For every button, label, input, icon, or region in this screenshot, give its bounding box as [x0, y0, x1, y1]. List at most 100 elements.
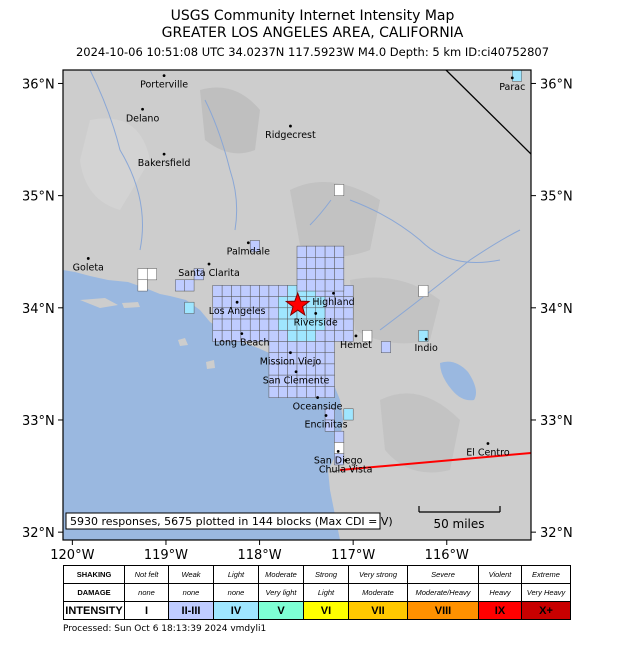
intensity-block: [296, 268, 307, 281]
intensity-block: [287, 285, 298, 297]
intensity-block: [324, 341, 335, 354]
city-dot: [162, 152, 166, 156]
intensity-block: [240, 285, 251, 297]
intensity-block: [324, 268, 335, 281]
intensity-block: [324, 363, 335, 376]
intensity-block: [343, 307, 354, 320]
legend-damage-cell: Very light: [258, 583, 304, 602]
intensity-block: [296, 386, 307, 398]
intensity-block: [278, 329, 288, 342]
city-label: Hemet: [340, 340, 372, 351]
intensity-block: [324, 419, 335, 432]
intensity-block: [278, 386, 288, 398]
lat-label-left: 34°N: [22, 302, 55, 317]
legend-intensity-cell: IX: [478, 601, 522, 620]
intensity-block: [306, 279, 317, 292]
intensity-block: [146, 268, 157, 281]
intensity-block: [296, 329, 307, 342]
intensity-block: [287, 386, 298, 398]
legend-shaking-cell: Moderate: [258, 565, 304, 584]
intensity-block: [315, 245, 326, 258]
intensity-block: [249, 318, 260, 331]
intensity-block: [296, 279, 307, 292]
intensity-block: [324, 386, 335, 398]
intensity-block: [231, 285, 242, 297]
city-dot: [424, 337, 428, 341]
intensity-block: [512, 70, 522, 82]
lat-label-left: 32°N: [22, 526, 55, 541]
event-details: 2024-10-06 10:51:08 UTC 34.0237N 117.592…: [75, 45, 550, 59]
lat-label-right: 35°N: [540, 190, 573, 205]
intensity-block: [418, 285, 429, 297]
intensity-block: [315, 268, 326, 281]
legend-shaking-cell: Severe: [407, 565, 479, 584]
intensity-block: [296, 341, 307, 354]
intensity-block: [324, 329, 335, 342]
intensity-block: [259, 318, 270, 331]
city-dot: [289, 124, 292, 128]
lon-label: 117°W: [331, 548, 375, 560]
legend-shaking-cell: Weak: [168, 565, 214, 584]
intensity-block: [259, 285, 270, 297]
city-dot: [354, 334, 358, 338]
intensity-block: [221, 285, 232, 297]
lon-label: 118°W: [237, 548, 281, 560]
intensity-block: [268, 386, 279, 398]
lat-label-left: 33°N: [22, 414, 55, 429]
intensity-block: [315, 341, 326, 354]
intensity-block: [418, 329, 429, 342]
intensity-block: [324, 279, 335, 292]
intensity-block: [249, 285, 260, 297]
legend-damage-cell: Moderate/Heavy: [407, 583, 479, 602]
intensity-block: [249, 240, 260, 253]
intensity-block: [268, 285, 279, 297]
intensity-block: [240, 318, 251, 331]
intensity-block: [315, 257, 326, 269]
city-dot: [314, 312, 318, 315]
intensity-legend: SHAKING Not felt Weak Light Moderate Strong V…: [63, 565, 571, 620]
lat-label-right: 33°N: [540, 414, 573, 429]
city-label: Long Beach: [214, 338, 269, 349]
legend-shaking-cell: Strong: [303, 565, 349, 584]
map-title: USGS Community Internet Intensity Map: [170, 8, 455, 24]
intensity-block: [343, 318, 354, 331]
city-label: Bakersfield: [138, 158, 191, 169]
legend-intensity-cell: I: [124, 601, 169, 620]
intensity-block: [343, 329, 354, 342]
lat-label-right: 36°N: [540, 77, 573, 92]
legend-shaking-header: SHAKING: [63, 565, 125, 584]
city-dot: [235, 300, 239, 304]
lon-label: 116°W: [425, 548, 469, 560]
intensity-block: [268, 318, 279, 331]
scale-bar-label: 50 miles: [433, 517, 484, 531]
city-label: San Diego: [314, 455, 363, 466]
city-label: Oceanside: [293, 402, 343, 413]
legend-shaking-cell: Not felt: [124, 565, 169, 584]
legend-damage-cell: Moderate: [348, 583, 408, 602]
city-label: Mission Viejo: [260, 357, 322, 368]
legend-shaking-cell: Very strong: [348, 565, 408, 584]
intensity-block: [324, 245, 335, 258]
city-label: Los Angeles: [209, 306, 266, 317]
intensity-block: [334, 245, 345, 258]
legend-intensity-cell: VII: [348, 601, 408, 620]
city-label: Chula Vista: [319, 464, 373, 475]
intensity-block: [296, 245, 307, 258]
city-dot: [141, 107, 144, 111]
city-dot: [316, 396, 319, 399]
intensity-block: [278, 341, 288, 354]
epicenter-star-icon: [284, 291, 311, 317]
lat-label-left: 36°N: [22, 77, 55, 92]
city-label: Santa Clarita: [178, 268, 240, 279]
intensity-block: [334, 268, 345, 281]
legend-intensity-cell: X+: [521, 601, 571, 620]
intensity-block: [137, 279, 148, 292]
region-title: GREATER LOS ANGELES AREA, CALIFORNIA: [161, 25, 464, 41]
city-label: Goleta: [73, 262, 104, 273]
city-label: Porterville: [140, 80, 188, 91]
intensity-block: [268, 341, 279, 354]
legend-damage-header: DAMAGE: [63, 583, 125, 602]
intensity-block: [343, 408, 354, 421]
intensity-block: [212, 318, 223, 331]
intensity-block: [334, 430, 345, 443]
